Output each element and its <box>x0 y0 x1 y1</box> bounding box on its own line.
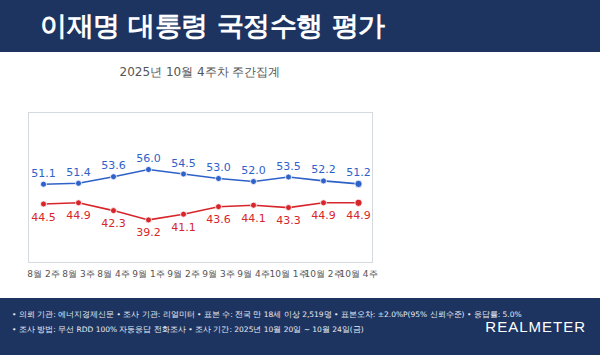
svg-text:43.3: 43.3 <box>276 214 301 227</box>
svg-text:8월 2주: 8월 2주 <box>27 269 59 279</box>
svg-text:9월 4주: 9월 4주 <box>237 269 269 279</box>
html-text:REALMETER: REALMETER <box>485 318 586 335</box>
svg-text:43.6: 43.6 <box>206 213 231 226</box>
svg-text:53.5: 53.5 <box>276 160 301 173</box>
svg-text:10월 2주: 10월 2주 <box>304 269 342 279</box>
svg-text:56.0: 56.0 <box>136 152 161 165</box>
svg-text:9월 1주: 9월 1주 <box>132 269 164 279</box>
svg-text:39.2: 39.2 <box>136 226 161 239</box>
html-text:• 조사 방법: 무선 RDD 100% 자동응답 전화조사: • 조사 방법: 무선 RDD 100% 자동응답 전화조사 • 조사 기간: … <box>12 325 364 334</box>
svg-text:9월 2주: 9월 2주 <box>167 269 199 279</box>
svg-text:8월 3주: 8월 3주 <box>62 269 94 279</box>
svg-text:8월 4주: 8월 4주 <box>97 269 129 279</box>
svg-text:44.9: 44.9 <box>346 209 371 222</box>
svg-text:10월 1주: 10월 1주 <box>269 269 307 279</box>
svg-text:41.1: 41.1 <box>171 221 196 234</box>
svg-text:9월 3주: 9월 3주 <box>202 269 234 279</box>
svg-text:53.0: 53.0 <box>206 161 231 174</box>
svg-text:10월 4주: 10월 4주 <box>339 269 377 279</box>
svg-text:52.0: 52.0 <box>241 164 266 177</box>
svg-text:44.9: 44.9 <box>66 209 91 222</box>
svg-text:44.1: 44.1 <box>241 212 266 225</box>
html-text:이재명 대통령 국정수행 평가: 이재명 대통령 국정수행 평가 <box>40 10 385 41</box>
svg-text:53.6: 53.6 <box>101 159 126 172</box>
html-text:2025년 10월 4주차 주간집계: 2025년 10월 4주차 주간집계 <box>119 65 281 79</box>
svg-text:51.4: 51.4 <box>66 166 91 179</box>
svg-text:51.2: 51.2 <box>346 166 371 179</box>
html-text:• 의뢰 기관: 에너지경제신문 • 조사 기관: 리얼미터: • 의뢰 기관: 에너지경제신문 • 조사 기관: 리얼미터 • 표본 수: 전… <box>12 310 522 319</box>
svg-text:42.3: 42.3 <box>101 217 126 230</box>
svg-text:52.2: 52.2 <box>311 163 336 176</box>
svg-text:51.1: 51.1 <box>31 167 56 180</box>
svg-text:44.9: 44.9 <box>311 209 336 222</box>
svg-text:44.5: 44.5 <box>31 211 56 224</box>
svg-text:54.5: 54.5 <box>171 157 196 170</box>
